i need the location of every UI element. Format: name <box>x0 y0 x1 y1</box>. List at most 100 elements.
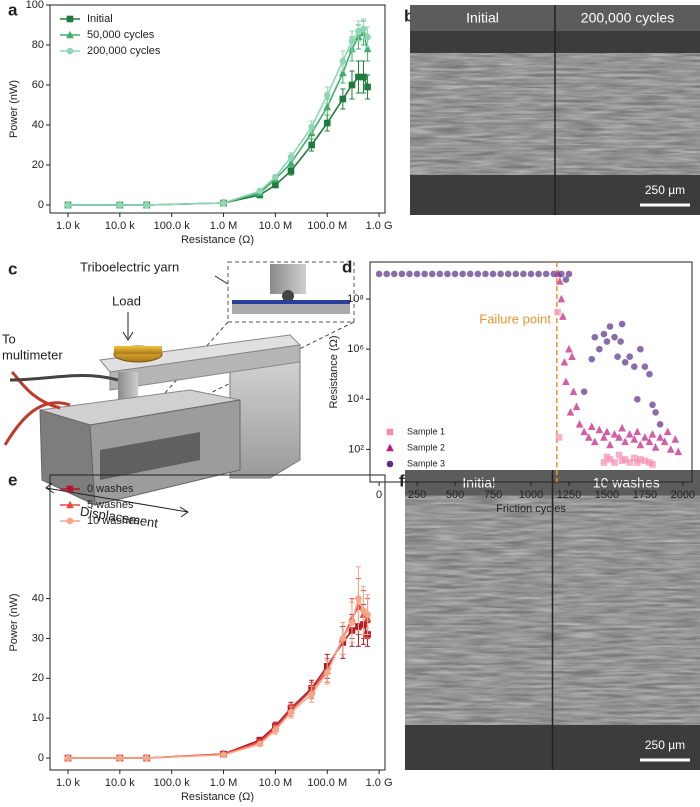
marker <box>363 44 372 53</box>
load-label: Load <box>112 293 141 308</box>
arrow <box>214 275 229 285</box>
marker <box>339 95 347 103</box>
marker <box>572 402 581 411</box>
y-tick-label: 0 <box>38 752 44 764</box>
marker <box>364 611 371 618</box>
panel-label: c <box>8 259 17 278</box>
marker <box>587 422 596 431</box>
marker <box>451 270 459 278</box>
marker <box>406 270 413 278</box>
y-tick-label: 40 <box>32 119 44 131</box>
y-tick-label: 10⁴ <box>347 393 364 405</box>
x-axis-label: Resistance (Ω) <box>181 791 254 802</box>
marker <box>339 68 347 77</box>
marker <box>550 270 558 278</box>
marker <box>348 619 356 626</box>
y-tick-label: 30 <box>32 632 44 644</box>
marker <box>674 447 683 456</box>
marker <box>630 454 638 462</box>
x-tick-label: 500 <box>446 489 464 501</box>
marker <box>466 270 474 278</box>
marker <box>557 294 566 303</box>
marker <box>646 370 653 378</box>
y-tick-label: 0 <box>38 199 44 211</box>
image-caption: Initial <box>462 475 495 491</box>
y-tick-label: 10 <box>32 712 44 724</box>
marker <box>611 459 618 466</box>
inset-yarn <box>232 300 350 304</box>
marker <box>641 457 649 465</box>
marker <box>339 57 347 65</box>
marker <box>630 435 639 443</box>
marker <box>64 754 72 762</box>
marker <box>459 270 466 278</box>
marker <box>614 353 621 360</box>
legend-label: Sample 2 <box>407 442 445 452</box>
panel-label: b <box>404 6 414 25</box>
x-axis-label: Resistance (Ω) <box>181 234 254 246</box>
marker <box>287 153 295 161</box>
panel-label: f <box>399 471 405 490</box>
x-tick-label: 100.0 M <box>307 220 347 232</box>
marker <box>558 270 565 278</box>
marker <box>649 401 656 409</box>
x-tick-label: 100.0 k <box>154 777 191 789</box>
marker <box>566 408 575 416</box>
marker <box>542 270 550 278</box>
legend-label: Initial <box>87 13 113 25</box>
x-tick-label: 250 <box>408 489 426 501</box>
marker <box>436 270 444 278</box>
legend-label: 50,000 cycles <box>87 29 155 41</box>
marker <box>355 27 362 35</box>
marker <box>527 270 535 278</box>
marker <box>355 595 362 602</box>
x-tick-label: 0 <box>376 489 382 501</box>
marker <box>323 102 332 111</box>
marker <box>621 456 629 463</box>
y-tick-label: 80 <box>32 39 44 51</box>
marker <box>666 445 675 453</box>
marker <box>600 330 608 338</box>
marker <box>671 435 680 443</box>
legend-marker <box>386 460 394 468</box>
marker <box>428 270 436 278</box>
marker <box>611 333 618 341</box>
marker <box>617 338 624 345</box>
x-tick-label: 1000 <box>519 489 543 501</box>
marker <box>626 459 634 466</box>
legend-marker <box>66 500 74 509</box>
inset-probe <box>270 264 306 294</box>
image-caption: Initial <box>466 10 499 26</box>
y-tick-label: 20 <box>32 672 44 684</box>
marker <box>474 270 482 278</box>
probe <box>118 372 138 402</box>
marker <box>569 387 578 396</box>
marker <box>562 377 570 386</box>
series-line <box>67 76 369 206</box>
arm <box>109 344 301 391</box>
inset-tip <box>282 290 294 302</box>
annotation: Failure point <box>479 311 551 326</box>
x-tick-label: 10.0 M <box>259 220 293 232</box>
marker <box>625 430 634 438</box>
marker <box>512 270 520 278</box>
marker <box>618 320 626 328</box>
x-tick-label: 10.0 k <box>105 220 135 232</box>
marker <box>596 345 603 353</box>
setup-diagram: c Triboelectric yarn Load To multimeter … <box>2 259 355 531</box>
x-tick-label: 750 <box>484 489 502 501</box>
marker <box>143 754 151 762</box>
x-tick-label: 100.0 M <box>307 777 347 789</box>
marker <box>116 754 124 762</box>
multimeter-label: To <box>2 331 16 346</box>
marker <box>590 437 599 446</box>
marker <box>660 437 669 446</box>
marker <box>64 201 72 209</box>
marker <box>220 199 227 207</box>
inset-base <box>232 304 350 314</box>
marker <box>308 690 315 698</box>
marker <box>554 308 561 316</box>
marker <box>641 433 649 441</box>
marker <box>600 459 608 466</box>
legend-marker <box>386 443 394 452</box>
